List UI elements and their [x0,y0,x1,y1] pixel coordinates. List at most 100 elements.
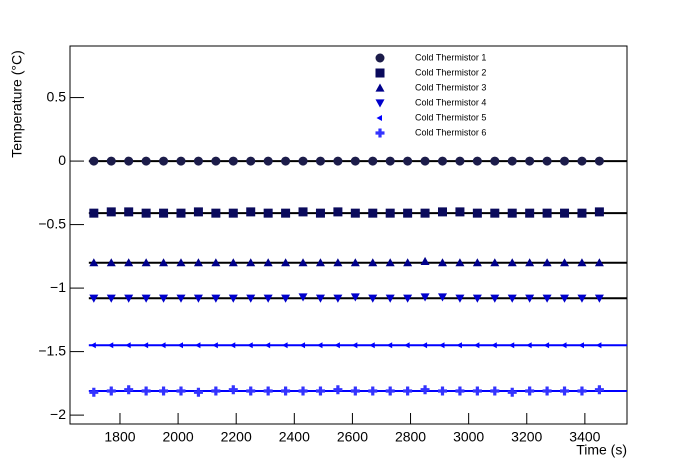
data-point [211,386,221,396]
data-point [403,258,413,267]
x-tick-label: 3400 [569,429,600,445]
data-point [542,386,552,396]
data-point [420,156,430,166]
data-point [193,156,203,166]
data-point [281,294,291,303]
data-point [577,386,587,396]
data-point [543,342,550,349]
data-point [211,156,221,166]
legend-label: Cold Thermistor 2 [415,67,486,77]
data-point [89,258,99,267]
data-point [176,258,186,267]
data-point [561,342,567,349]
data-point [281,258,291,267]
data-point [542,208,552,218]
data-point [368,294,378,303]
data-point [141,386,151,396]
data-point [315,386,325,396]
legend-label: Cold Thermistor 3 [415,82,486,92]
data-point [176,208,186,218]
data-point [385,258,395,267]
data-point [386,342,393,349]
data-point [142,342,149,349]
data-point [194,342,201,349]
legend-marker [375,128,385,138]
data-point [403,156,413,166]
y-tick-label: 0.5 [47,88,67,104]
data-point [472,156,482,166]
x-tick-label: 1800 [104,429,135,445]
data-point [490,258,500,267]
x-axis-label: Time (s) [576,442,627,458]
data-point [455,156,465,166]
data-point [350,208,360,218]
data-point [125,342,131,349]
y-tick-label: −1 [50,279,66,295]
data-point [507,208,517,218]
data-point [333,258,343,267]
data-point [403,386,413,396]
data-point [368,258,378,267]
data-point [141,156,151,166]
data-point [437,156,447,166]
data-point [525,208,535,218]
data-point [246,207,256,217]
data-point [456,342,462,349]
data-point [490,208,500,218]
data-point [577,208,587,218]
data-point [176,156,186,166]
data-point [350,386,360,396]
data-point [159,258,169,267]
data-point [385,156,395,166]
data-point [542,258,552,267]
data-point [211,258,221,267]
data-point [176,386,186,396]
data-point [437,258,447,267]
data-point [89,156,99,166]
data-point [282,342,288,349]
data-point [350,156,360,166]
data-point [421,342,428,349]
data-point [228,258,238,267]
data-point [594,156,604,166]
data-point [438,342,445,349]
x-tick-label: 3000 [453,429,484,445]
legend-label: Cold Thermistor 4 [415,97,486,107]
data-point [368,208,378,218]
data-point [89,294,99,303]
data-point [124,258,134,267]
data-point [420,385,430,395]
data-point [141,258,151,267]
data-point [107,342,114,349]
data-point [507,387,517,397]
data-point [404,342,410,349]
data-point [507,258,517,267]
data-point [333,207,343,217]
data-point [316,342,323,349]
data-point [315,156,325,166]
data-point [369,342,375,349]
y-tick-label: 0 [58,152,66,168]
y-tick-label: −2 [50,406,66,422]
data-point [89,208,99,218]
data-point [141,208,151,218]
data-point [315,258,325,267]
data-point [106,294,116,303]
data-point [281,156,291,166]
data-point [106,207,116,217]
data-point [437,207,447,217]
data-point [334,342,340,349]
data-point [508,342,515,349]
data-point [263,258,273,267]
legend-marker [375,68,385,78]
data-point [263,294,273,303]
data-point [437,293,447,302]
data-point [472,294,482,303]
data-point [246,258,256,267]
legend-marker [376,115,382,121]
data-point [491,342,497,349]
data-point [106,156,116,166]
data-point [228,385,238,395]
data-point [455,207,465,217]
data-point [281,208,291,218]
